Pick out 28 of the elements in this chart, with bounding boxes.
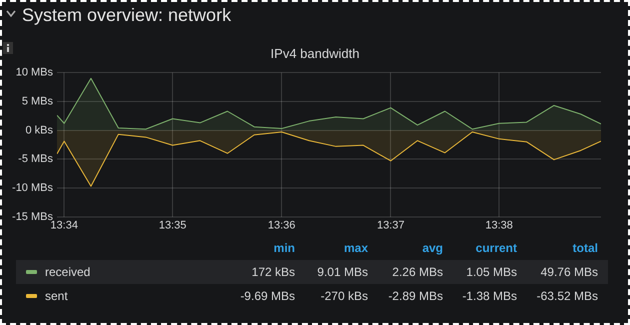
text: -9.69 MBs [240,289,295,303]
text: -270 kBs [320,289,368,303]
text: current [476,241,517,255]
text: -2.89 MBs [388,289,443,303]
legend-label: sent [45,289,68,303]
text: min [274,241,295,255]
y-tick-label: 5 MBs [22,95,54,108]
text: 49.76 MBs [540,265,598,279]
legend-label: received [45,265,90,279]
y-tick-label: -10 MBs [12,182,54,194]
text: total [572,241,598,255]
chart-subtitle: IPv4 bandwidth [270,46,360,61]
text: 2.26 MBs [392,265,443,279]
x-tick-label: 13:37 [376,219,404,232]
text: avg [422,241,443,255]
text: -63.52 MBs [536,289,598,303]
y-tick-label: 0 kBs [25,124,54,136]
text: -1.38 MBs [462,289,517,303]
text: 172 kBs [252,265,295,279]
text: max [344,241,368,255]
text: 1.05 MBs [466,265,517,279]
x-tick-label: 13:38 [485,219,513,232]
x-tick-label: 13:36 [268,219,296,232]
y-tick-label: -5 MBs [18,153,54,166]
text: 9.01 MBs [317,265,368,279]
chart-title: System overview: network [22,5,232,26]
y-tick-label: 10 MBs [16,66,54,79]
x-tick-label: 13:35 [158,219,186,232]
